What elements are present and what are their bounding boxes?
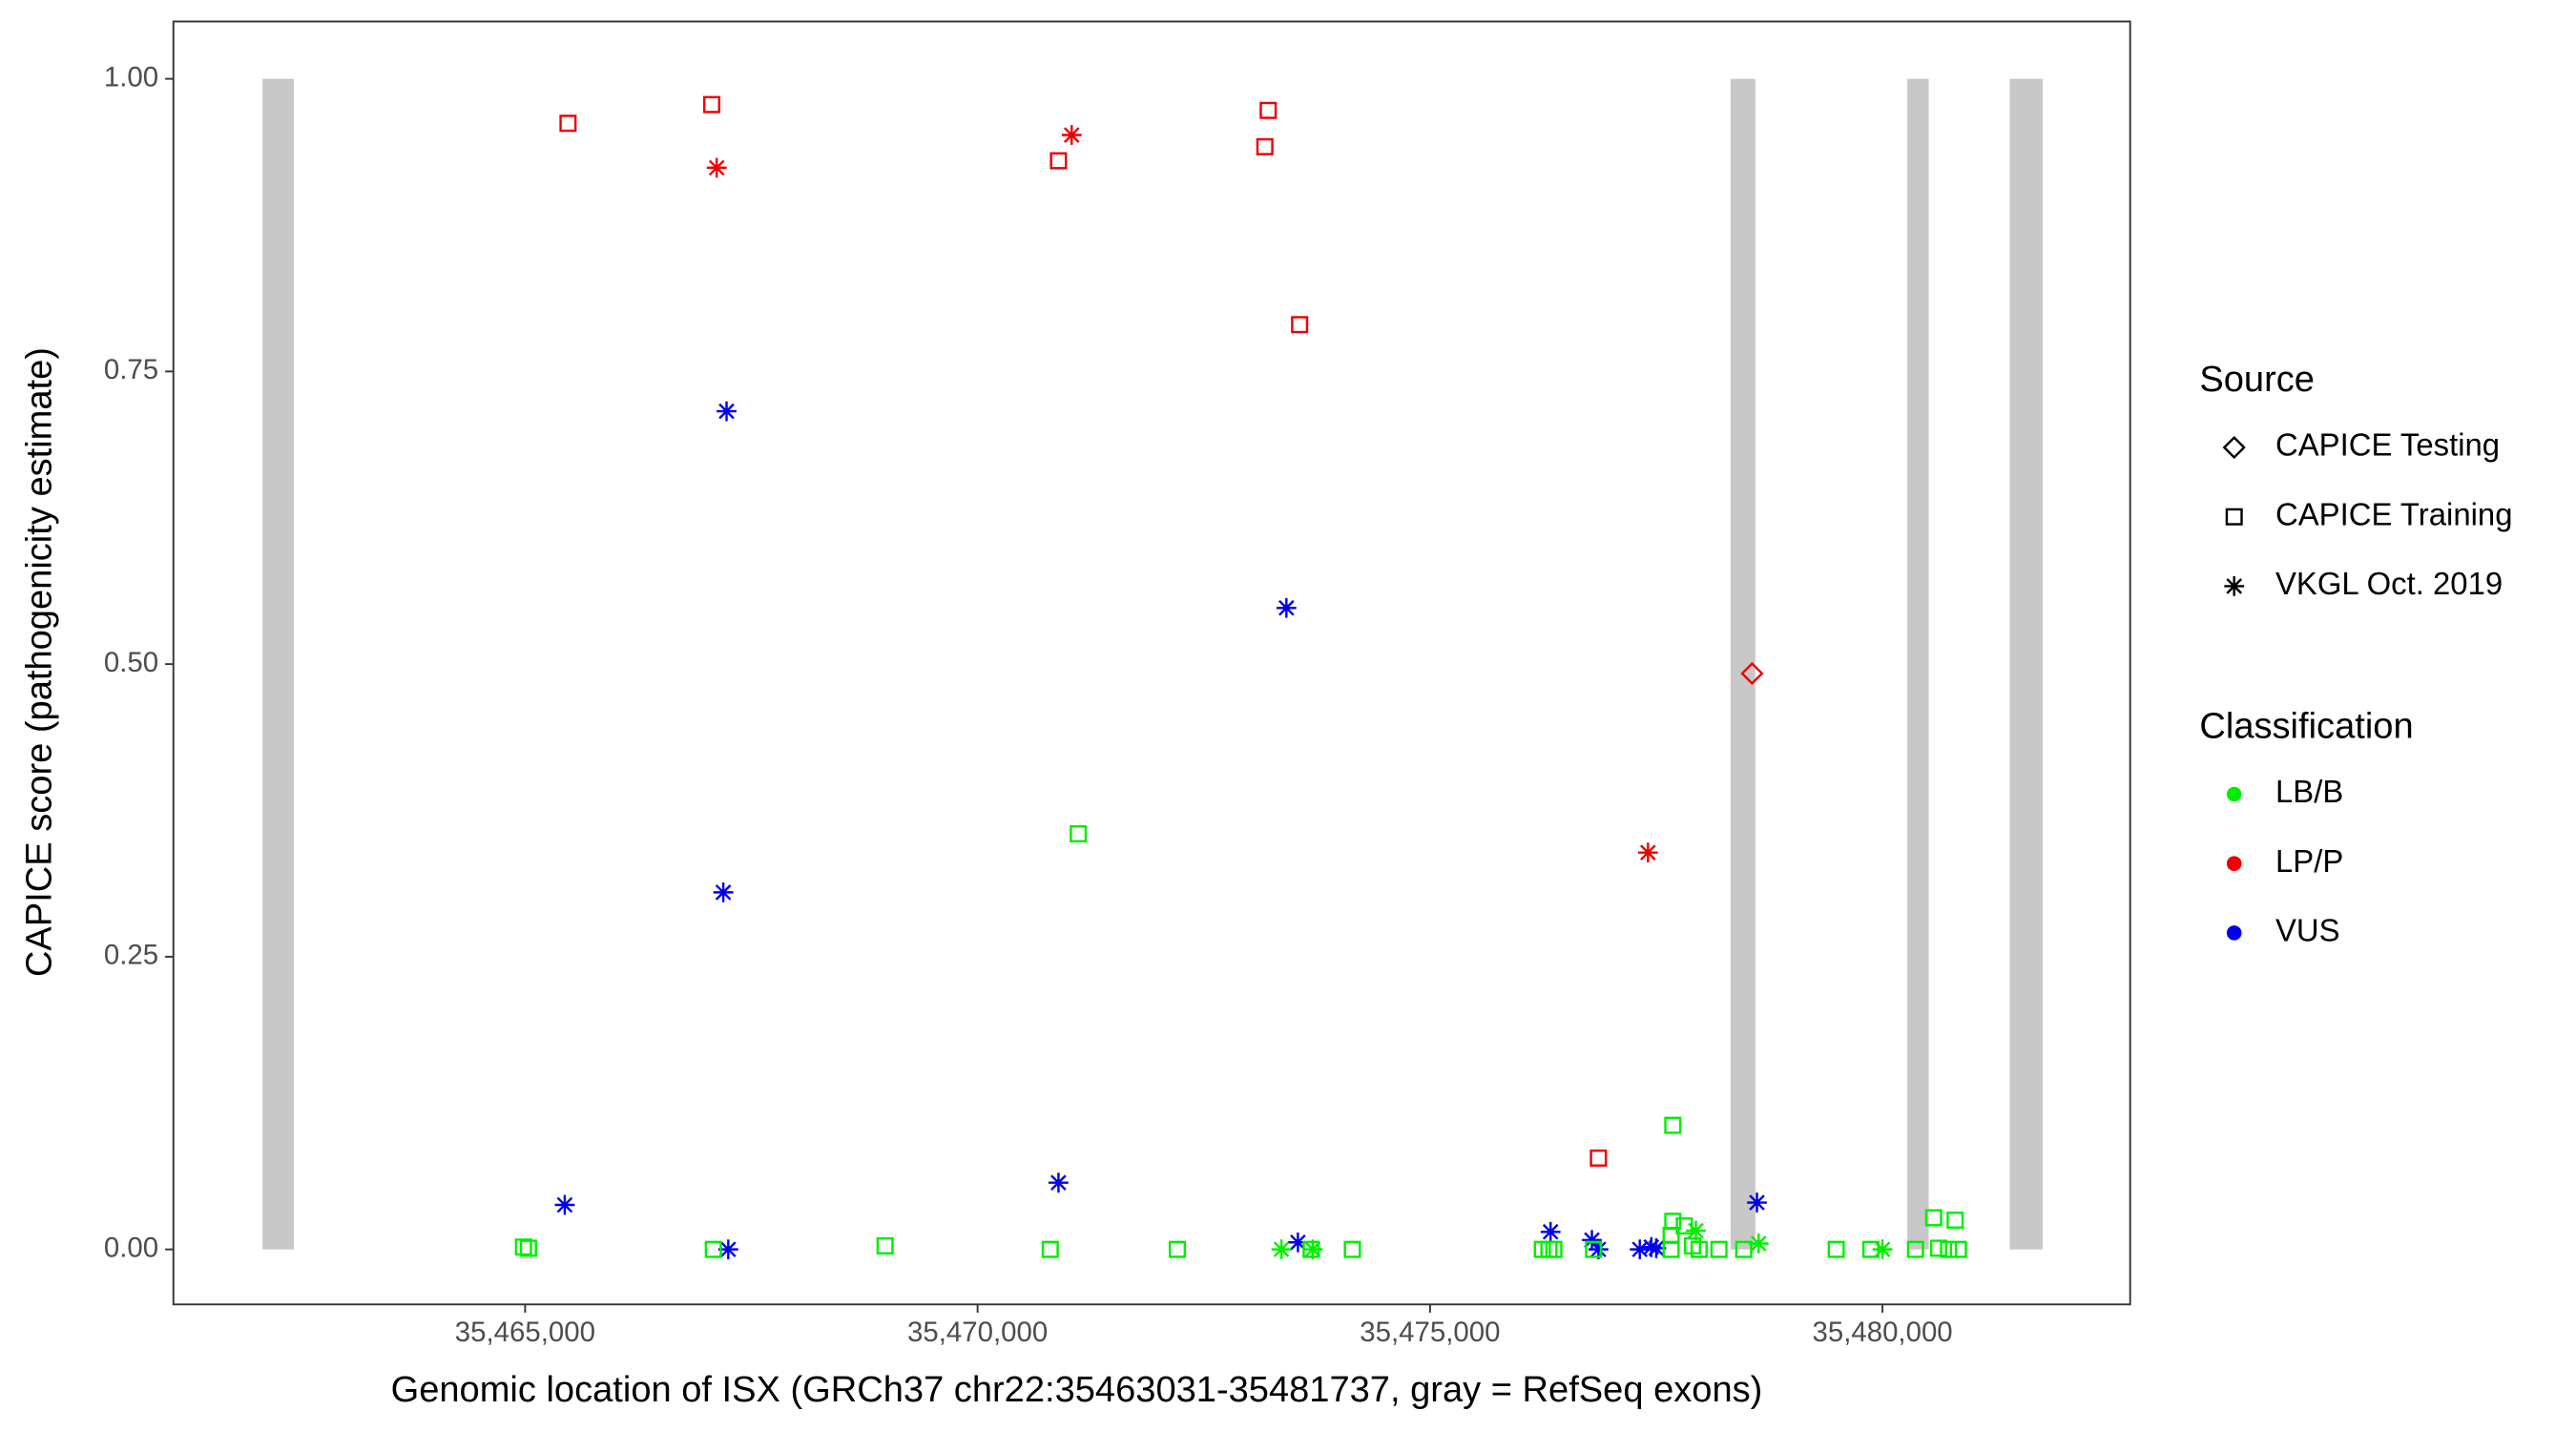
legend-label: LP/P xyxy=(2275,843,2343,879)
point xyxy=(706,157,727,178)
y-tick-label: 0.00 xyxy=(104,1232,158,1263)
point xyxy=(1740,661,1764,686)
point xyxy=(1710,1240,1728,1258)
y-tick-label: 0.25 xyxy=(104,940,158,971)
exon xyxy=(2009,78,2044,1250)
y-tick-label: 1.00 xyxy=(104,61,158,93)
legend-key xyxy=(2226,925,2242,941)
legend-key xyxy=(2224,576,2245,596)
point xyxy=(1070,825,1088,843)
point xyxy=(713,882,734,902)
x-axis-label: Genomic location of ISX (GRCh37 chr22:35… xyxy=(391,1370,1763,1410)
x-tick-label: 35,480,000 xyxy=(1813,1317,1953,1348)
legend-key xyxy=(2225,508,2243,526)
y-tick-label: 0.75 xyxy=(104,354,158,385)
legend-key xyxy=(2222,435,2246,460)
legend-label: CAPICE Testing xyxy=(2275,427,2500,463)
point xyxy=(1690,1240,1708,1258)
point xyxy=(1589,1149,1608,1167)
point xyxy=(559,114,577,133)
point xyxy=(1276,597,1297,618)
point xyxy=(1949,1240,1967,1258)
point xyxy=(1540,1221,1561,1242)
legend-key xyxy=(2226,856,2242,871)
point xyxy=(1588,1239,1609,1260)
point xyxy=(1872,1239,1893,1260)
point xyxy=(1664,1116,1682,1134)
point xyxy=(1271,1239,1292,1260)
point xyxy=(1946,1211,1964,1229)
point xyxy=(702,95,720,114)
plot-border xyxy=(172,20,2131,1306)
x-tick-label: 35,465,000 xyxy=(455,1317,595,1348)
point xyxy=(1641,1236,1662,1257)
point xyxy=(1169,1240,1187,1258)
point xyxy=(554,1194,575,1215)
point xyxy=(1291,316,1309,334)
point xyxy=(1049,152,1068,170)
point xyxy=(1748,1234,1769,1254)
point xyxy=(514,1238,532,1256)
point xyxy=(717,1239,738,1260)
legend-key xyxy=(2226,786,2242,802)
point xyxy=(1256,137,1274,156)
y-tick-label: 0.50 xyxy=(104,647,158,678)
point xyxy=(1940,1240,1958,1258)
point xyxy=(1646,1238,1667,1258)
point xyxy=(717,401,737,422)
point xyxy=(1049,1172,1069,1193)
point xyxy=(1302,1239,1323,1260)
point xyxy=(876,1236,894,1255)
legend-label: LB/B xyxy=(2275,774,2343,809)
x-tick-label: 35,475,000 xyxy=(1360,1317,1500,1348)
point xyxy=(1061,125,1082,145)
legend-label: VUS xyxy=(2275,913,2340,948)
exon xyxy=(262,78,295,1250)
x-tick-label: 35,470,000 xyxy=(907,1317,1048,1348)
legend-label: VKGL Oct. 2019 xyxy=(2275,566,2503,601)
point xyxy=(1343,1240,1361,1258)
point xyxy=(1662,1226,1680,1244)
point xyxy=(1288,1232,1308,1253)
point xyxy=(1259,101,1278,119)
point xyxy=(1686,1220,1706,1241)
point xyxy=(519,1239,537,1257)
exon xyxy=(1907,78,1929,1250)
point xyxy=(1545,1240,1563,1258)
point xyxy=(1747,1192,1767,1213)
y-axis-label: CAPICE score (pathogenicity estimate) xyxy=(19,347,59,977)
point xyxy=(1906,1240,1924,1258)
legend-title: Source xyxy=(2199,360,2315,400)
point xyxy=(1929,1239,1947,1257)
point xyxy=(1630,1239,1651,1260)
point xyxy=(1662,1240,1680,1258)
point xyxy=(1637,842,1658,863)
point xyxy=(1827,1240,1845,1258)
point xyxy=(1582,1230,1602,1251)
point xyxy=(1585,1240,1603,1258)
point xyxy=(1924,1209,1942,1227)
legend-title: Classification xyxy=(2199,706,2413,746)
point xyxy=(704,1240,722,1258)
legend-label: CAPICE Training xyxy=(2275,496,2513,531)
point xyxy=(1041,1240,1059,1258)
